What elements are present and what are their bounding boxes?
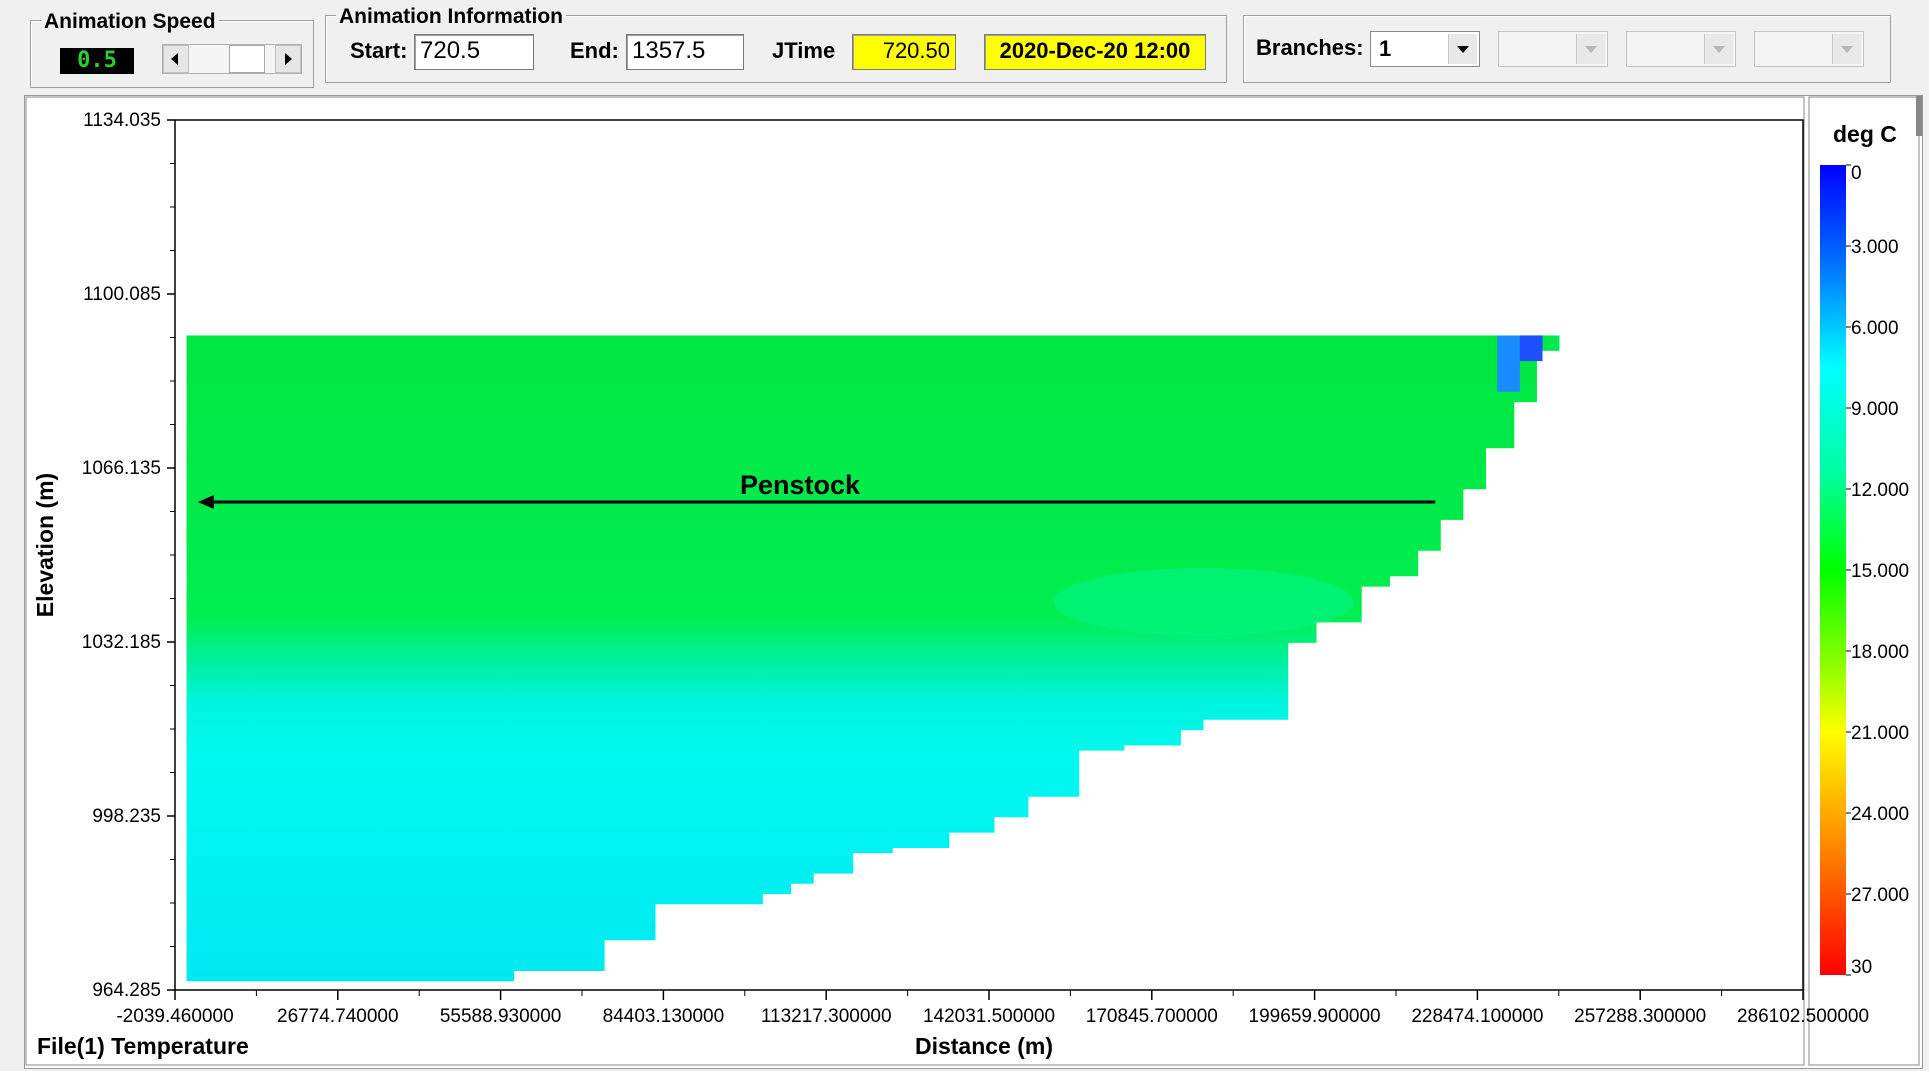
chevron-down-icon[interactable] <box>1832 34 1861 64</box>
chevron-down-icon[interactable] <box>1704 34 1733 64</box>
end-label: End: <box>570 38 619 63</box>
branch-select-2[interactable] <box>1498 31 1608 67</box>
vertical-scrollbar[interactable] <box>1916 96 1922 136</box>
colorbar-title: deg C <box>1833 121 1897 147</box>
temperature-contour-plot: 1134.035 1100.085 1066.135 1032.185 998.235 9… <box>25 96 1920 1066</box>
x-tick-label: 26774.740000 <box>277 1006 399 1027</box>
x-tick-label: 142031.500000 <box>923 1006 1055 1027</box>
colorbar-tick-label: 18.000 <box>1851 642 1909 663</box>
colorbar-tick-label: 30 <box>1851 957 1872 978</box>
x-tick-label: 199659.900000 <box>1249 1006 1381 1027</box>
y-tick-label: 998.235 <box>92 806 161 827</box>
x-tick-label: 170845.700000 <box>1086 1006 1218 1027</box>
arrow-right-icon[interactable] <box>275 45 301 73</box>
y-tick-label: 1134.035 <box>83 110 161 131</box>
x-tick-label: -2039.460000 <box>116 1006 233 1027</box>
plot-panel: 1134.035 1100.085 1066.135 1032.185 998.235 9… <box>24 95 1923 1069</box>
animation-speed-title: Animation Speed <box>41 11 219 33</box>
x-tick-label: 113217.300000 <box>761 1006 892 1027</box>
x-tick-label: 228474.100000 <box>1411 1006 1543 1027</box>
colorbar-tick-label: 9.000 <box>1851 399 1899 420</box>
animation-info-title: Animation Information <box>336 6 566 28</box>
colorbar-tick-label: 12.000 <box>1851 480 1909 501</box>
branches-label: Branches: <box>1256 35 1364 60</box>
colorbar-tick-label: 21.000 <box>1851 723 1909 744</box>
colorbar-tick-label: 15.000 <box>1851 561 1909 582</box>
arrow-head-icon <box>197 495 214 510</box>
start-field[interactable]: 720.5 <box>414 34 534 70</box>
branch-select-4[interactable] <box>1754 31 1864 67</box>
y-tick-label: 1032.185 <box>82 632 161 653</box>
colorbar-tick-label: 3.000 <box>1851 237 1899 258</box>
y-tick-label: 1100.085 <box>83 284 161 305</box>
animation-speed-display: 0.5 <box>60 48 134 74</box>
chevron-down-icon[interactable] <box>1448 34 1477 64</box>
start-label: Start: <box>350 38 408 63</box>
y-tick-label: 1066.135 <box>82 458 161 479</box>
x-tick-label: 286102.500000 <box>1737 1006 1869 1027</box>
colorbar-tick-label: 24.000 <box>1851 804 1909 825</box>
inflow-cell <box>1497 335 1520 392</box>
colorbar-tick-label: 0 <box>1851 163 1862 184</box>
colorbar-tick-label: 27.000 <box>1851 885 1909 906</box>
branch-select-3[interactable] <box>1626 31 1736 67</box>
branch-select-value: 1 <box>1379 36 1392 61</box>
jtime-label: JTime <box>772 38 836 63</box>
warm-pocket <box>1053 567 1354 636</box>
x-tick-label: 55588.930000 <box>440 1006 562 1027</box>
y-axis-title: Elevation (m) <box>32 473 58 617</box>
date-field: 2020-Dec-20 12:00 <box>984 34 1206 70</box>
animation-speed-slider[interactable] <box>162 44 302 74</box>
end-field[interactable]: 1357.5 <box>626 34 744 70</box>
colorbar-tick-label: 6.000 <box>1851 318 1899 339</box>
plot-footer-label: File(1) Temperature <box>37 1033 249 1059</box>
jtime-field: 720.50 <box>852 34 956 70</box>
arrow-left-icon[interactable] <box>163 45 189 73</box>
x-axis-title: Distance (m) <box>915 1033 1053 1059</box>
x-tick-label: 257288.300000 <box>1574 1006 1706 1027</box>
slider-thumb[interactable] <box>229 45 265 73</box>
penstock-label: Penstock <box>740 470 861 500</box>
inflow-cell <box>1519 335 1543 362</box>
colorbar-gradient <box>1820 165 1846 975</box>
branch-select[interactable]: 1 <box>1370 31 1480 67</box>
y-tick-label: 964.285 <box>92 980 161 1001</box>
x-tick-label: 84403.130000 <box>603 1006 725 1027</box>
chevron-down-icon[interactable] <box>1576 34 1605 64</box>
